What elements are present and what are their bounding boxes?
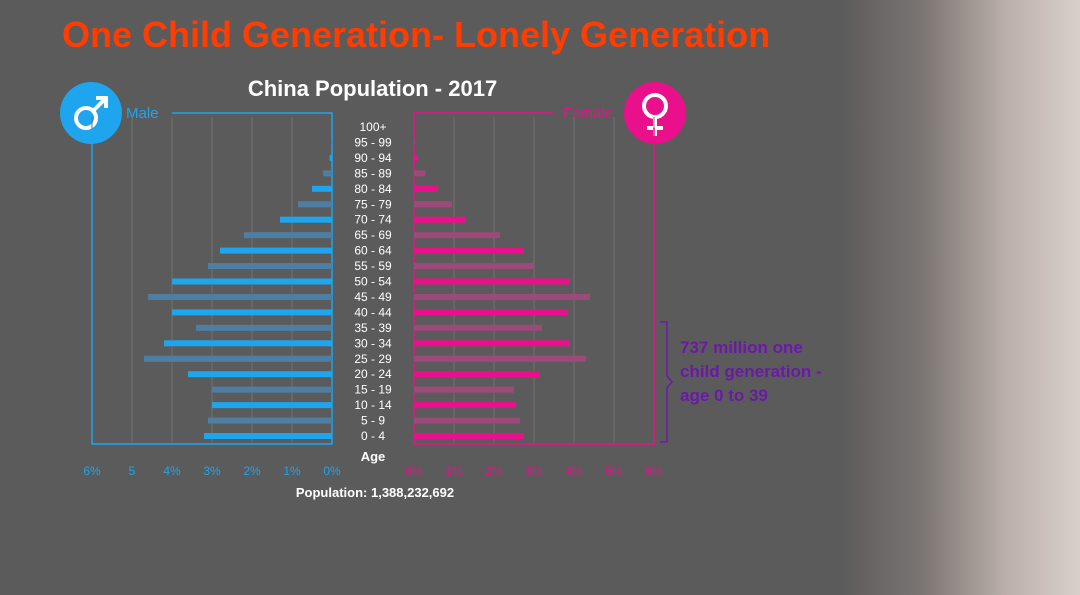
age-group-label: 40 - 44 [354, 305, 392, 319]
female-bar [414, 293, 590, 300]
male-bar [212, 402, 332, 409]
male-tick-label: 3% [203, 464, 221, 478]
male-symbol-icon [60, 82, 122, 144]
female-bar [414, 201, 452, 208]
male-label: Male [126, 105, 159, 122]
female-tick-label: 2% [485, 464, 503, 478]
female-label: Female [563, 105, 614, 122]
female-tick-label: 5% [605, 464, 623, 478]
male-bar [312, 185, 332, 192]
female-bar [414, 402, 516, 409]
male-bar [298, 201, 332, 208]
male-bar [196, 324, 332, 331]
age-group-label: 95 - 99 [354, 135, 392, 149]
age-group-label: 45 - 49 [354, 290, 392, 304]
age-group-label: 100+ [359, 120, 386, 134]
female-bar [414, 355, 586, 362]
male-bar [329, 154, 332, 161]
female-bar [414, 309, 568, 316]
male-bar [220, 247, 332, 254]
female-bar [414, 216, 466, 223]
female-bar [414, 170, 426, 177]
female-bar [414, 185, 438, 192]
age-group-label: 85 - 89 [354, 166, 392, 180]
male-tick-label: 1% [283, 464, 301, 478]
female-bar [414, 324, 542, 331]
age-group-label: 70 - 74 [354, 213, 392, 227]
female-symbol-icon [624, 82, 686, 144]
female-tick-label: 6% [645, 464, 663, 478]
male-bar [188, 371, 332, 378]
age-group-label: 10 - 14 [354, 398, 392, 412]
chart-title: China Population - 2017 [247, 76, 498, 101]
age-group-label: 80 - 84 [354, 182, 392, 196]
male-bar [148, 293, 332, 300]
male-tick-label: 5 [129, 464, 136, 478]
age-group-label: 5 - 9 [361, 414, 385, 428]
male-bar [212, 386, 332, 393]
male-bar [208, 417, 332, 424]
male-bar [204, 433, 332, 439]
age-group-label: 60 - 64 [354, 244, 392, 258]
female-bar [414, 232, 500, 239]
female-bar [414, 139, 415, 146]
male-bar [208, 263, 332, 270]
age-group-label: 90 - 94 [354, 151, 392, 165]
male-bar [244, 232, 332, 239]
female-tick-label: 1% [445, 464, 463, 478]
male-bar [172, 278, 332, 285]
age-group-label: 0 - 4 [361, 429, 385, 443]
male-frame [91, 112, 333, 445]
male-bar [280, 216, 332, 223]
age-group-label: 15 - 19 [354, 383, 392, 397]
male-tick-label: 6% [83, 464, 101, 478]
age-group-label: 50 - 54 [354, 275, 392, 289]
age-group-label: 20 - 24 [354, 367, 392, 381]
male-bar [144, 355, 332, 362]
female-tick-label: 4% [565, 464, 583, 478]
age-group-label: 65 - 69 [354, 228, 392, 242]
female-bar [414, 263, 534, 270]
male-tick-label: 4% [163, 464, 181, 478]
male-bar [323, 170, 332, 177]
female-bar [414, 386, 514, 393]
age-group-label: 35 - 39 [354, 321, 392, 335]
female-tick-label: 3% [525, 464, 543, 478]
age-group-label: 55 - 59 [354, 259, 392, 273]
female-bar [414, 278, 570, 285]
slide-title: One Child Generation- Lonely Generation [62, 14, 771, 55]
male-tick-label: 0% [323, 464, 341, 478]
age-axis-label: Age [361, 449, 386, 464]
female-bar [414, 371, 540, 378]
one-child-annotation: 737 million one child generation - age 0… [680, 338, 822, 405]
population-total: Population: 1,388,232,692 [295, 485, 455, 500]
age-group-label: 25 - 29 [354, 352, 392, 366]
male-tick-label: 2% [243, 464, 261, 478]
female-bar [414, 417, 520, 424]
female-bar [414, 433, 524, 439]
mother-baby-photo [840, 0, 1080, 595]
female-bar [414, 247, 524, 254]
female-bar [414, 154, 418, 161]
male-bar [172, 309, 332, 316]
age-group-label: 75 - 79 [354, 197, 392, 211]
age-group-label: 30 - 34 [354, 336, 392, 350]
female-bar [414, 340, 570, 347]
male-bar [164, 340, 332, 347]
female-tick-label: 0% [405, 464, 423, 478]
annotation-bracket [660, 321, 673, 443]
female-frame [413, 112, 655, 445]
